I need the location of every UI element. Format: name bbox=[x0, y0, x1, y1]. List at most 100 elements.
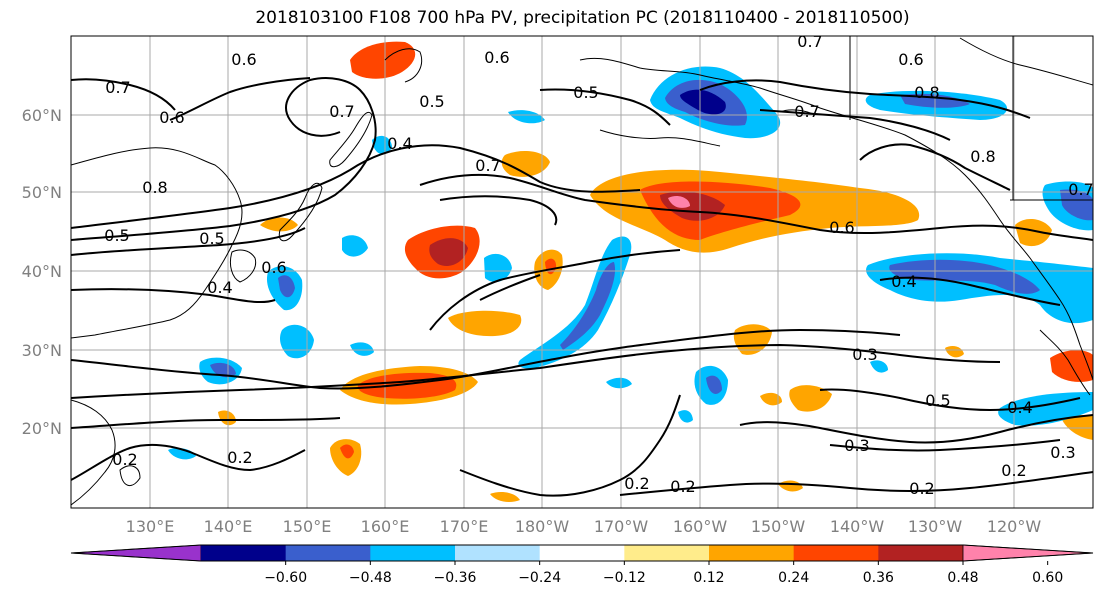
contour-label: 0.6 bbox=[898, 50, 923, 69]
colorbar-tick-label: 0.60 bbox=[1032, 570, 1063, 586]
contour-label: 0.7 bbox=[105, 78, 130, 97]
colorbar-tick-label: −0.60 bbox=[264, 570, 307, 586]
contour-label: 0.7 bbox=[1068, 180, 1093, 199]
contour-label: 0.7 bbox=[329, 102, 354, 121]
negative-region bbox=[1060, 189, 1093, 221]
negative-region bbox=[508, 110, 545, 124]
negative-region bbox=[350, 342, 374, 356]
lat-label: 50°N bbox=[22, 183, 62, 202]
colorbar-tick-label: 0.36 bbox=[863, 570, 894, 586]
contour-label: 0.6 bbox=[829, 218, 854, 237]
contour-label: 0.3 bbox=[852, 345, 877, 364]
contour-label: 0.2 bbox=[227, 448, 252, 467]
contour-label: 0.5 bbox=[199, 229, 224, 248]
negative-region bbox=[606, 377, 632, 389]
colorbar-extend-high bbox=[962, 544, 1094, 562]
colorbar-tick-label: −0.48 bbox=[349, 570, 392, 586]
contour-label: 0.6 bbox=[231, 50, 256, 69]
lon-label: 180°W bbox=[515, 517, 570, 536]
contour-label: 0.2 bbox=[909, 479, 934, 498]
colorbar-bin bbox=[709, 545, 795, 561]
colorbar-extend-low bbox=[70, 544, 202, 562]
contour-label: 0.4 bbox=[207, 278, 232, 297]
lat-label: 60°N bbox=[22, 106, 62, 125]
colorbar-tick-label: 0.48 bbox=[947, 570, 978, 586]
colorbar-tick-label: 0.12 bbox=[693, 570, 724, 586]
contour-label: 0.8 bbox=[970, 147, 995, 166]
negative-region bbox=[680, 89, 726, 115]
contour-label: 0.7 bbox=[475, 156, 500, 175]
lat-label: 30°N bbox=[22, 341, 62, 360]
contour-label: 0.2 bbox=[670, 477, 695, 496]
positive-region bbox=[490, 492, 520, 502]
chart-title: 2018103100 F108 700 hPa PV, precipitatio… bbox=[255, 8, 910, 28]
contour-label: 0.4 bbox=[891, 272, 916, 291]
contour-label: 0.3 bbox=[844, 436, 869, 455]
contour-label: 0.8 bbox=[142, 178, 167, 197]
lat-label: 20°N bbox=[22, 419, 62, 438]
contour-label: 0.4 bbox=[387, 134, 412, 153]
contour-label: 0.3 bbox=[1050, 443, 1075, 462]
contour-label: 0.5 bbox=[419, 92, 444, 111]
colorbar-bin bbox=[539, 545, 625, 561]
negative-region bbox=[372, 135, 392, 155]
lat-label: 40°N bbox=[22, 262, 62, 281]
colorbar-tick-label: 0.24 bbox=[778, 570, 809, 586]
colorbar-bin bbox=[370, 545, 456, 561]
negative-region bbox=[210, 362, 236, 378]
colorbar-tick-label: −0.36 bbox=[434, 570, 477, 586]
negative-region bbox=[484, 253, 512, 283]
positive-region bbox=[668, 195, 690, 208]
positive-region bbox=[429, 238, 468, 267]
negative-region bbox=[706, 375, 722, 394]
negative-region bbox=[560, 262, 616, 350]
negative-region bbox=[889, 259, 1040, 294]
negative-region bbox=[678, 410, 693, 423]
negative-region bbox=[870, 360, 888, 373]
colorbar-bin bbox=[285, 545, 371, 561]
colorbar-bin bbox=[793, 545, 879, 561]
lon-label: 120°W bbox=[987, 517, 1042, 536]
contour-label: 0.7 bbox=[797, 32, 822, 51]
lon-label: 160°W bbox=[673, 517, 728, 536]
pv-contours bbox=[71, 77, 1093, 497]
positive-region bbox=[760, 392, 782, 406]
negative-region bbox=[518, 236, 632, 369]
positive-region bbox=[1015, 218, 1052, 247]
negative-region bbox=[280, 324, 314, 359]
longitude-labels: 130°E 140°E 150°E 160°E 170°E 180°W 170°W 160°W… bbox=[126, 517, 1042, 536]
positive-region bbox=[350, 41, 416, 79]
positive-region bbox=[448, 310, 522, 337]
positive-region bbox=[945, 346, 964, 358]
lon-label: 150°W bbox=[751, 517, 806, 536]
contour-label: 0.7 bbox=[794, 102, 819, 121]
positive-region bbox=[340, 444, 354, 459]
colorbar-tick-label: −0.12 bbox=[603, 570, 646, 586]
latitude-labels: 60°N 50°N 40°N 30°N 20°N bbox=[22, 106, 62, 438]
contour-label: 0.6 bbox=[484, 48, 509, 67]
contour-label: 0.5 bbox=[104, 226, 129, 245]
positive-region bbox=[789, 385, 832, 412]
colorbar-bin bbox=[878, 545, 964, 561]
coastlines bbox=[71, 36, 1093, 506]
contour-label: 0.5 bbox=[573, 83, 598, 102]
lon-label: 130°W bbox=[908, 517, 963, 536]
colorbar-bin bbox=[624, 545, 710, 561]
colorbar-tick-label: −0.24 bbox=[518, 570, 561, 586]
lon-label: 140°E bbox=[204, 517, 253, 536]
lon-label: 170°W bbox=[594, 517, 649, 536]
lon-label: 140°W bbox=[830, 517, 885, 536]
colorbar-bin bbox=[455, 545, 541, 561]
graticule bbox=[71, 36, 1093, 508]
contour-label: 0.6 bbox=[261, 258, 286, 277]
map-frame bbox=[70, 35, 1094, 509]
lon-label: 160°E bbox=[361, 517, 410, 536]
contour-label: 0.4 bbox=[1007, 398, 1032, 417]
contour-label: 0.2 bbox=[624, 474, 649, 493]
colorbar: −0.60 −0.48 −0.36 −0.24 −0.12 0.12 0.24 0.36 0.4… bbox=[70, 544, 1094, 586]
negative-region bbox=[342, 235, 368, 257]
contour-label: 0.8 bbox=[914, 83, 939, 102]
colorbar-bin bbox=[201, 545, 287, 561]
lon-label: 130°E bbox=[126, 517, 175, 536]
